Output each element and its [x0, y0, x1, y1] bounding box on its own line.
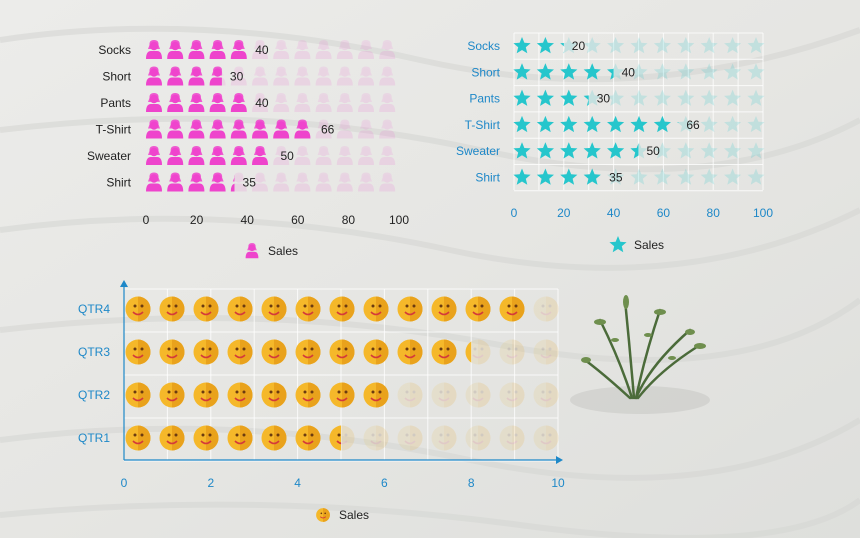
legend: Sales [245, 243, 298, 259]
category-label: QTR1 [78, 431, 110, 445]
x-tick-label: 4 [294, 476, 301, 490]
category-label: Pants [469, 92, 500, 106]
legend-icon [316, 508, 330, 522]
data-label: 50 [281, 149, 295, 163]
category-label: QTR4 [78, 302, 110, 316]
category-label: T-Shirt [465, 118, 501, 132]
data-label: 40 [255, 96, 269, 110]
x-tick-label: 0 [143, 213, 150, 227]
category-label: Shirt [106, 176, 131, 190]
x-tick-label: 0 [121, 476, 128, 490]
x-tick-labels: 0 20 40 60 80 100 [143, 213, 410, 227]
bar-qtr1: QTR1 [78, 425, 559, 451]
bar-short: Short 40 [471, 63, 765, 80]
bar-shirt: Shirt 35 [106, 172, 396, 192]
data-label: 35 [609, 171, 623, 185]
data-label: 30 [230, 70, 244, 84]
x-tick-label: 80 [707, 206, 721, 220]
legend-label: Sales [339, 508, 369, 522]
bar-short: Short 30 [102, 66, 396, 86]
bar-socks: Socks 20 [467, 37, 765, 54]
data-label: 66 [686, 118, 700, 132]
x-tick-label: 60 [657, 206, 671, 220]
bar-pants: Pants 30 [469, 89, 765, 106]
x-tick-label: 100 [389, 213, 409, 227]
category-label: T-Shirt [96, 123, 132, 137]
bar-sweater: Sweater 50 [456, 142, 765, 159]
data-label: 20 [572, 39, 586, 53]
data-label: 35 [243, 176, 257, 190]
category-label: Socks [467, 39, 500, 53]
bar-qtr4: QTR4 [78, 296, 559, 322]
data-label: 66 [321, 123, 335, 137]
x-tick-label: 100 [753, 206, 773, 220]
bar-t-shirt: T-Shirt 66 [96, 119, 396, 139]
y-axis-arrow [120, 280, 128, 287]
bar-sweater: Sweater 50 [87, 146, 396, 165]
x-tick-label: 40 [607, 206, 621, 220]
legend-icon [609, 236, 627, 253]
category-label: Short [102, 70, 131, 84]
x-tick-label: 40 [241, 213, 255, 227]
category-label: Sweater [87, 149, 131, 163]
bar-t-shirt: T-Shirt 66 [465, 115, 765, 133]
x-tick-labels: 0 2 4 6 8 10 [121, 476, 565, 490]
bar-socks: Socks 40 [98, 40, 396, 59]
x-axis-arrow [556, 456, 563, 464]
data-label: 40 [255, 43, 269, 57]
bar-qtr2: QTR2 [78, 382, 559, 408]
legend-label: Sales [634, 238, 664, 252]
category-label: QTR3 [78, 345, 110, 359]
data-label: 40 [622, 65, 636, 79]
x-tick-label: 60 [291, 213, 305, 227]
bar-shirt: Shirt 35 [475, 168, 765, 185]
x-tick-label: 2 [207, 476, 214, 490]
legend-label: Sales [268, 244, 298, 258]
x-tick-label: 80 [342, 213, 356, 227]
category-label: QTR2 [78, 388, 110, 402]
category-label: Socks [98, 43, 131, 57]
category-label: Shirt [475, 171, 500, 185]
legend: Sales [609, 236, 664, 253]
data-label: 30 [597, 92, 611, 106]
plant-image [570, 295, 710, 414]
x-tick-labels: 0 20 40 60 80 100 [511, 206, 774, 220]
x-tick-label: 20 [557, 206, 571, 220]
category-label: Pants [100, 96, 131, 110]
x-tick-label: 6 [381, 476, 388, 490]
x-tick-label: 0 [511, 206, 518, 220]
grid-lines [513, 32, 764, 192]
x-tick-label: 20 [190, 213, 204, 227]
bar-qtr3: QTR3 [78, 339, 559, 365]
category-label: Sweater [456, 144, 500, 158]
data-label: 50 [647, 144, 661, 158]
category-label: Short [471, 65, 500, 79]
x-tick-label: 8 [468, 476, 475, 490]
x-tick-label: 10 [551, 476, 565, 490]
legend: Sales [316, 508, 369, 522]
bar-pants: Pants 40 [100, 93, 396, 112]
legend-icon [245, 243, 259, 259]
